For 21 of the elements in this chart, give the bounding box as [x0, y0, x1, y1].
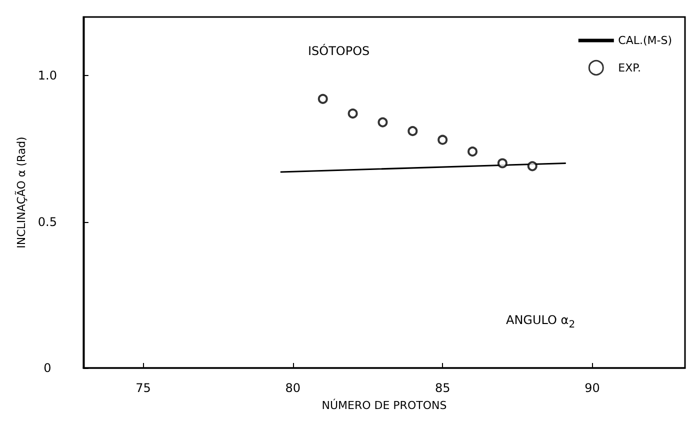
point [378, 117, 388, 128]
x-axis-title: NÚMERO DE PROTONS [322, 398, 447, 412]
legend-label: CAL.(M-S) [618, 34, 672, 47]
x-tick-label: 85 [434, 381, 450, 395]
point [438, 134, 448, 145]
y-axis-title: INCLINAÇÃO α (Rad) [14, 136, 28, 248]
x-tick-label: 80 [285, 381, 301, 395]
y-tick-label: 1.0 [38, 68, 57, 82]
y-tick-label: 0.5 [38, 214, 57, 229]
point [527, 161, 538, 172]
point [348, 108, 358, 119]
point [497, 158, 508, 168]
point [408, 126, 418, 136]
point [468, 146, 478, 157]
x-tick-label: 90 [584, 381, 600, 395]
x-tick-label: 75 [136, 381, 151, 395]
annotation: ANGULO α$_{2}$ [506, 313, 576, 330]
point [318, 94, 328, 104]
legend-label: EXP. [618, 61, 642, 74]
y-tick-label: 0 [44, 361, 52, 375]
annotation: ISÓTOPOS [308, 44, 370, 58]
